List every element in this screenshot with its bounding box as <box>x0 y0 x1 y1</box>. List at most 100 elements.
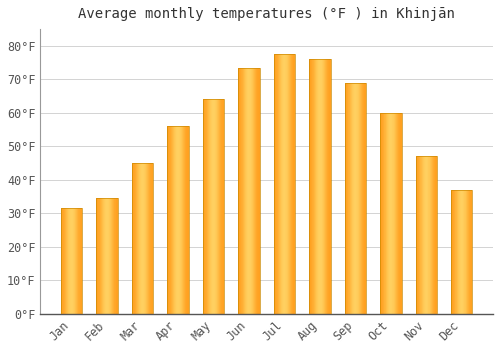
Bar <box>140 163 141 314</box>
Bar <box>322 59 323 314</box>
Bar <box>426 156 427 314</box>
Bar <box>275 54 276 314</box>
Bar <box>277 54 278 314</box>
Bar <box>422 156 423 314</box>
Bar <box>258 68 259 314</box>
Bar <box>171 126 172 314</box>
Bar <box>174 126 175 314</box>
Bar <box>351 83 352 314</box>
Bar <box>238 68 239 314</box>
Bar <box>324 59 325 314</box>
Bar <box>355 83 356 314</box>
Bar <box>291 54 292 314</box>
Bar <box>145 163 146 314</box>
Bar <box>392 113 393 314</box>
Bar <box>467 190 468 314</box>
Bar <box>416 156 417 314</box>
Bar <box>294 54 295 314</box>
Bar <box>388 113 390 314</box>
Bar <box>280 54 281 314</box>
Bar <box>458 190 459 314</box>
Bar <box>436 156 437 314</box>
Bar <box>471 190 472 314</box>
Bar <box>81 208 82 314</box>
Bar <box>72 208 73 314</box>
Bar <box>97 198 98 314</box>
Bar <box>396 113 398 314</box>
Bar <box>246 68 247 314</box>
Bar <box>176 126 177 314</box>
Bar <box>318 59 319 314</box>
Bar <box>316 59 317 314</box>
Bar <box>312 59 313 314</box>
Bar <box>359 83 360 314</box>
Bar <box>66 208 68 314</box>
Bar <box>455 190 456 314</box>
Bar <box>315 59 316 314</box>
Bar <box>144 163 145 314</box>
Bar <box>259 68 260 314</box>
Bar <box>358 83 359 314</box>
Bar <box>453 190 454 314</box>
Bar <box>146 163 147 314</box>
Bar <box>363 83 364 314</box>
Bar <box>96 198 117 314</box>
Bar <box>425 156 426 314</box>
Bar <box>461 190 462 314</box>
Bar <box>274 54 275 314</box>
Bar <box>420 156 421 314</box>
Bar <box>147 163 148 314</box>
Bar <box>187 126 188 314</box>
Bar <box>137 163 138 314</box>
Bar <box>344 83 366 314</box>
Bar <box>116 198 117 314</box>
Bar <box>63 208 64 314</box>
Bar <box>222 99 223 314</box>
Bar <box>134 163 135 314</box>
Bar <box>151 163 152 314</box>
Bar <box>279 54 280 314</box>
Bar <box>349 83 350 314</box>
Bar <box>428 156 429 314</box>
Bar <box>242 68 243 314</box>
Bar <box>181 126 182 314</box>
Bar <box>102 198 103 314</box>
Bar <box>185 126 186 314</box>
Bar <box>173 126 174 314</box>
Bar <box>76 208 77 314</box>
Bar <box>360 83 361 314</box>
Bar <box>150 163 151 314</box>
Bar <box>204 99 205 314</box>
Bar <box>285 54 286 314</box>
Bar <box>383 113 384 314</box>
Bar <box>432 156 434 314</box>
Bar <box>65 208 66 314</box>
Bar <box>399 113 400 314</box>
Bar <box>186 126 187 314</box>
Bar <box>78 208 79 314</box>
Bar <box>357 83 358 314</box>
Bar <box>110 198 112 314</box>
Bar <box>148 163 149 314</box>
Bar <box>348 83 349 314</box>
Bar <box>68 208 69 314</box>
Bar <box>207 99 208 314</box>
Bar <box>364 83 365 314</box>
Bar <box>292 54 293 314</box>
Bar <box>310 59 330 314</box>
Bar <box>427 156 428 314</box>
Bar <box>286 54 287 314</box>
Bar <box>429 156 430 314</box>
Bar <box>418 156 419 314</box>
Bar <box>284 54 285 314</box>
Bar <box>96 198 97 314</box>
Bar <box>221 99 222 314</box>
Bar <box>143 163 144 314</box>
Bar <box>459 190 460 314</box>
Bar <box>106 198 107 314</box>
Bar <box>470 190 471 314</box>
Bar <box>419 156 420 314</box>
Bar <box>356 83 357 314</box>
Bar <box>203 99 224 314</box>
Bar <box>139 163 140 314</box>
